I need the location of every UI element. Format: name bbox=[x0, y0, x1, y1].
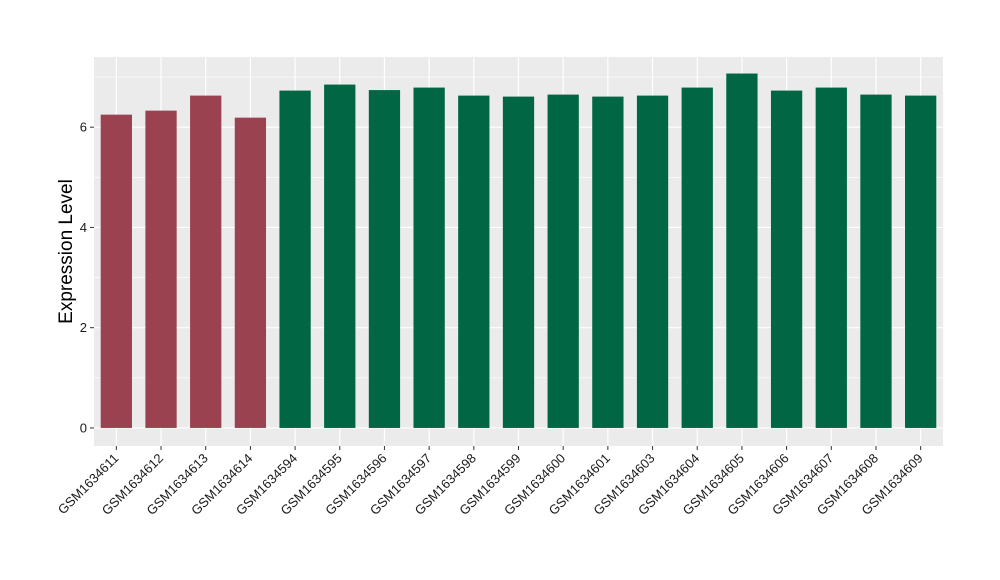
bar-gsm1634606 bbox=[770, 90, 803, 428]
bar-gsm1634603 bbox=[636, 95, 669, 428]
x-axis: GSM1634611GSM1634612GSM1634613GSM1634614… bbox=[55, 446, 926, 518]
bar-gsm1634599 bbox=[502, 96, 535, 428]
bar-gsm1634607 bbox=[815, 87, 847, 428]
bar-gsm1634600 bbox=[547, 94, 579, 428]
bar-gsm1634605 bbox=[726, 73, 758, 428]
bar-gsm1634597 bbox=[413, 87, 445, 428]
bar-gsm1634598 bbox=[458, 95, 490, 428]
bar-gsm1634594 bbox=[279, 90, 311, 428]
y-tick-label: 2 bbox=[80, 320, 87, 335]
bar-gsm1634595 bbox=[324, 84, 356, 428]
bar-gsm1634601 bbox=[592, 96, 624, 428]
bar-gsm1634596 bbox=[368, 90, 401, 428]
bar-gsm1634611 bbox=[100, 114, 132, 428]
y-tick-label: 6 bbox=[80, 120, 87, 135]
bar-gsm1634614 bbox=[234, 117, 267, 428]
y-axis-title: Expression Level bbox=[56, 179, 77, 324]
bar-gsm1634612 bbox=[145, 110, 177, 428]
bar-gsm1634613 bbox=[190, 95, 222, 428]
y-tick-label: 4 bbox=[80, 220, 87, 235]
y-tick-label: 0 bbox=[80, 420, 87, 435]
y-axis: 0 2 4 6 bbox=[80, 120, 94, 435]
bar-gsm1634604 bbox=[681, 87, 713, 428]
bar-gsm1634608 bbox=[860, 94, 892, 428]
bars bbox=[100, 73, 937, 428]
bar-gsm1634609 bbox=[905, 95, 937, 428]
